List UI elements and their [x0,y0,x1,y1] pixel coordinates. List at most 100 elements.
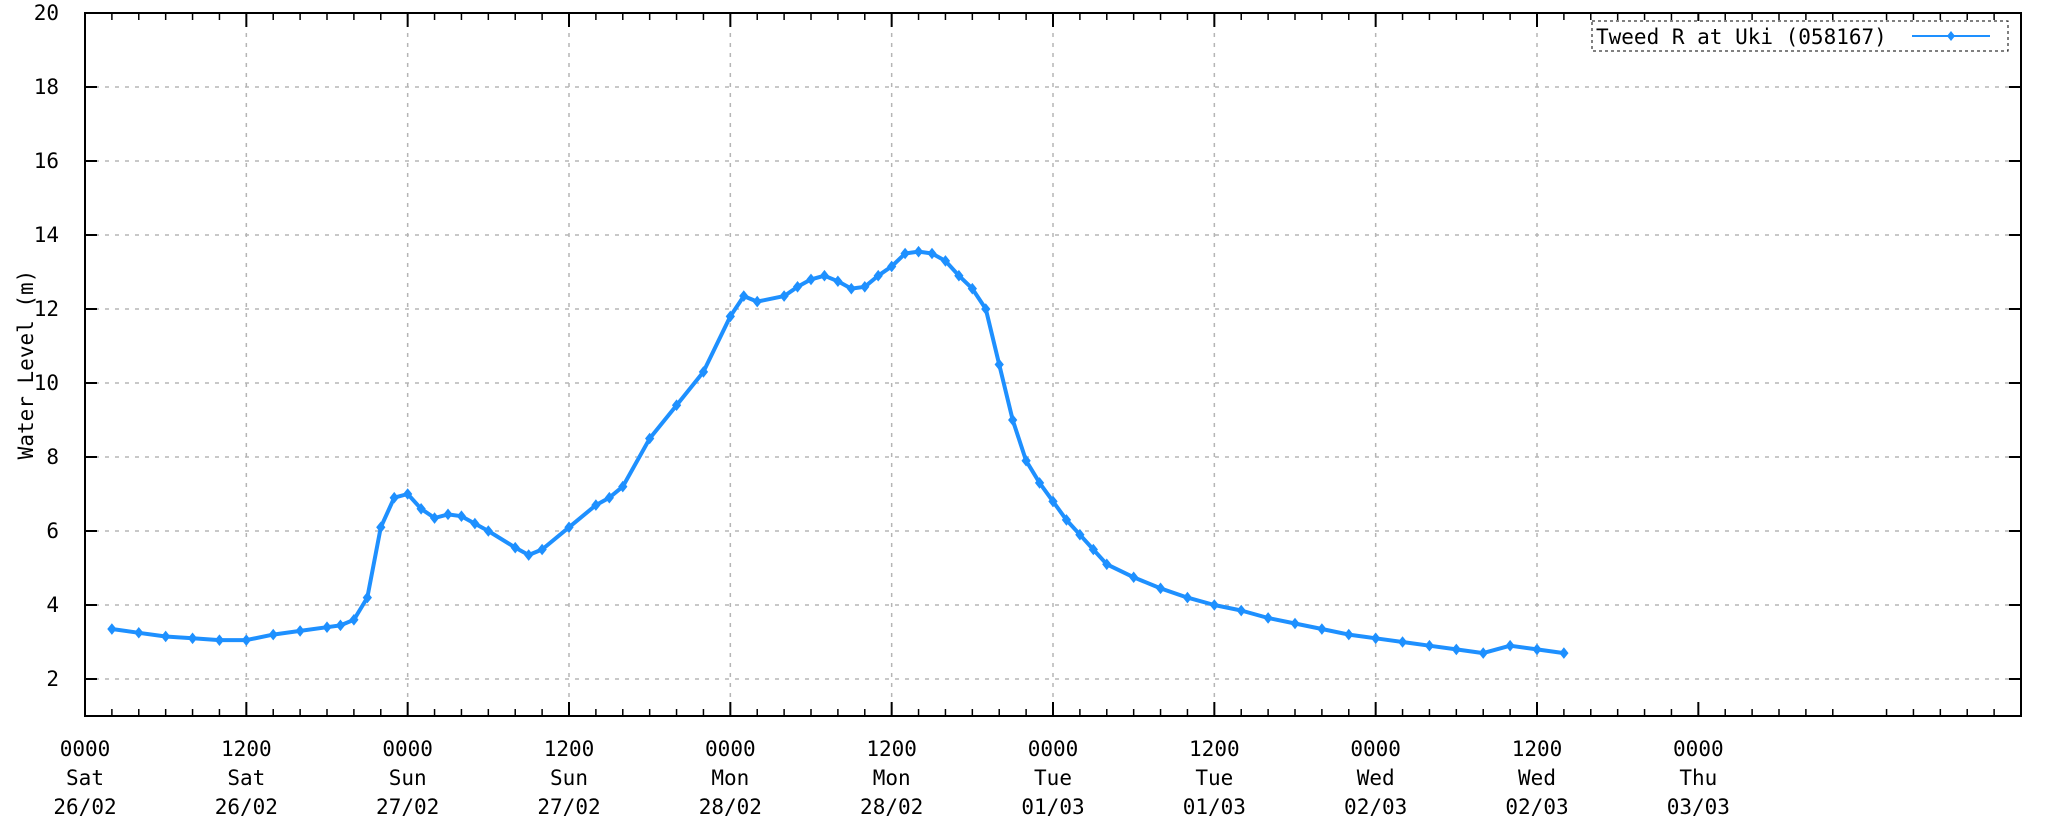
x-tick-label-line: 0000 [382,737,433,761]
data-point [362,591,372,604]
data-point [349,613,359,626]
data-point [456,510,467,523]
x-tick-label-line: 1200 [221,737,272,761]
axis-ticks: 2 4 6 8 10 12 14 16 18 20 0000 Sat 26/02 1200 Sat 26/02… [34,1,2021,819]
data-point [187,632,198,645]
data-point [1048,495,1058,508]
data-point [1034,477,1045,489]
data-point [954,269,964,282]
series-layer [107,245,1569,659]
data-point [698,366,709,378]
x-tick-label-line: Sat [66,766,104,790]
data-point [1129,571,1139,584]
x-tick-label: 1200 Wed 02/03 [1505,737,1568,819]
x-tick-label-line: 0000 [1673,737,1724,761]
y-tick-label: 6 [46,519,59,543]
data-point [1424,639,1435,652]
x-tick-label: 1200 Tue 01/03 [1183,737,1246,819]
data-point [1075,528,1085,541]
data-point [725,310,735,323]
y-axis-title: Water Level (m) [14,270,38,460]
legend-box [1591,20,2009,52]
data-point [927,247,937,260]
data-point [295,625,305,637]
data-point [994,358,1004,371]
data-point [564,521,574,534]
legend-label: Tweed R at Uki (058167) [1596,25,1887,49]
x-tick-label-line: 1200 [1189,737,1240,761]
data-point [618,480,628,493]
grid-lines [85,13,2021,716]
y-tick-label: 2 [46,667,59,691]
x-tick-label-line: 28/02 [860,795,923,819]
data-point [1182,591,1193,604]
data-point [671,399,682,412]
y-tick-label: 10 [34,371,59,395]
data-point [1290,617,1300,630]
data-point [860,280,870,293]
x-tick-label-line: Sat [227,766,265,790]
x-tick-label-line: Wed [1357,766,1395,790]
x-tick-label-line: Mon [873,766,911,790]
x-tick-label: 0000 Tue 01/03 [1021,737,1084,819]
data-point [1532,643,1542,656]
y-tick-label: 8 [46,445,59,469]
x-tick-label-line: 1200 [866,737,917,761]
data-point [1209,599,1219,611]
data-point [1236,604,1246,617]
data-point [470,517,480,530]
x-tick-label: 0000 Wed 02/03 [1344,737,1407,819]
data-point [1102,558,1112,571]
data-point [510,541,520,554]
y-tick-label: 18 [34,75,59,99]
data-point [752,295,762,308]
data-point [403,488,413,500]
data-point [833,275,843,288]
x-tick-label-line: Mon [711,766,749,790]
x-tick-label-line: Thu [1679,766,1717,790]
data-point [981,303,991,315]
x-tick-label-line: 1200 [1512,737,1563,761]
x-tick-label-line: 03/03 [1667,795,1730,819]
data-point [900,247,910,260]
data-point [819,269,830,282]
x-tick-label-line: 28/02 [699,795,762,819]
x-tick-label-line: 02/03 [1344,795,1407,819]
data-point [322,621,332,634]
data-point [873,269,883,282]
data-point [483,525,493,537]
x-tick-label-line: 02/03 [1505,795,1568,819]
x-tick-label-line: Wed [1518,766,1556,790]
data-point [739,290,749,302]
data-point [1155,582,1166,595]
x-tick-label-line: 27/02 [537,795,600,819]
data-point [1317,623,1327,635]
data-point [1344,628,1354,641]
data-point [604,491,614,504]
data-point [1021,454,1031,467]
data-point [1371,632,1381,645]
data-point [389,491,399,504]
x-tick-label: 0000 Thu 03/03 [1667,737,1730,819]
x-tick-label-line: 0000 [1028,737,1079,761]
data-point [161,630,171,643]
data-point [241,634,251,646]
data-point [779,290,789,302]
data-point [443,508,453,521]
x-tick-label-line: Sun [389,766,427,790]
data-point [1505,639,1515,652]
x-tick-label-line: Sun [550,766,588,790]
data-point [107,623,117,635]
x-tick-label: 0000 Mon 28/02 [699,737,762,819]
data-point [940,255,951,267]
data-point [1478,647,1488,659]
data-point [376,521,386,534]
data-point [887,260,897,273]
x-tick-label-line: 1200 [544,737,595,761]
x-tick-label-line: 01/03 [1183,795,1246,819]
x-tick-label-line: 0000 [1350,737,1401,761]
data-point [1061,514,1072,526]
data-point [1263,612,1273,624]
y-tick-label: 20 [34,1,59,25]
